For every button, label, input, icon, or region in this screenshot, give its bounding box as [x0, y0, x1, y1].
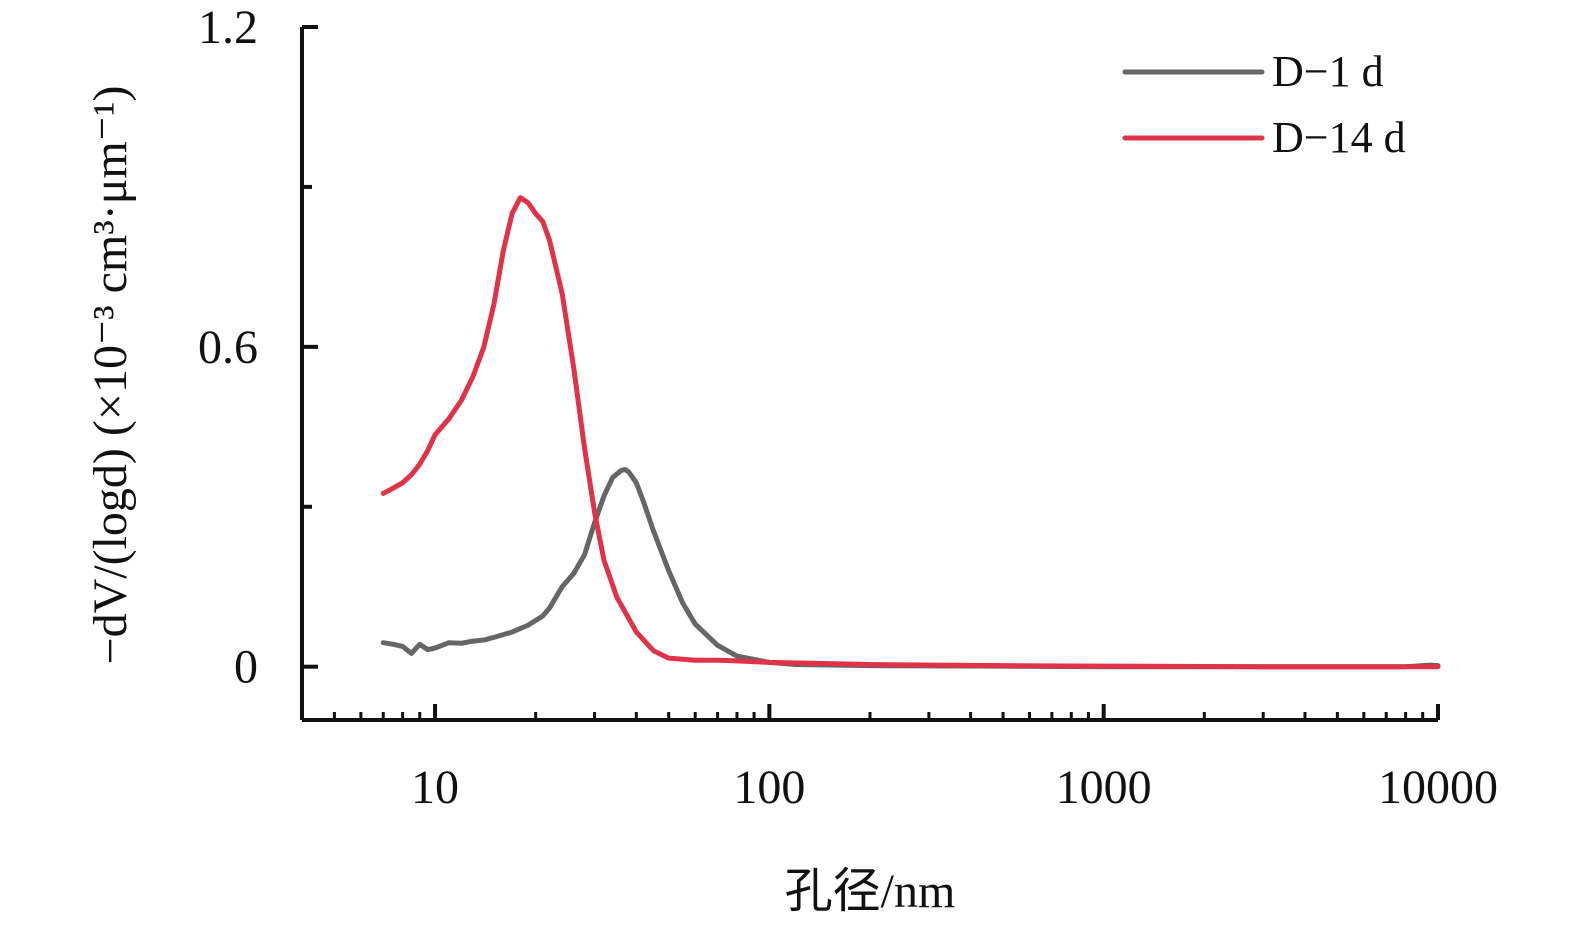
legend-label-d-1d: D−1 d [1272, 47, 1384, 96]
y-axis-title: −dV/(logd) (×10⁻³ cm³·μm⁻¹) [84, 86, 137, 665]
y-tick-label-2: 1.2 [198, 1, 258, 54]
x-tick-label-2: 1000 [1056, 761, 1152, 814]
plot-layer [380, 195, 1441, 670]
x-tick-label-3: 10000 [1378, 761, 1498, 814]
x-axis-title: 孔径/nm [785, 865, 956, 918]
x-tick-label-0: 10 [411, 761, 459, 814]
legend: D−1 d D−14 d [1122, 47, 1406, 162]
tick-layer [300, 25, 1440, 720]
tick-label-layer: 0 0.6 1.2 10 100 1000 10000 [198, 1, 1498, 814]
y-tick-label-0: 0 [234, 641, 258, 694]
x-tick-label-1: 100 [733, 761, 805, 814]
legend-label-d-14d: D−14 d [1272, 113, 1406, 162]
y-tick-label-1: 0.6 [198, 321, 258, 374]
series-line-0 [380, 466, 1441, 670]
series-line-1 [380, 195, 1441, 670]
